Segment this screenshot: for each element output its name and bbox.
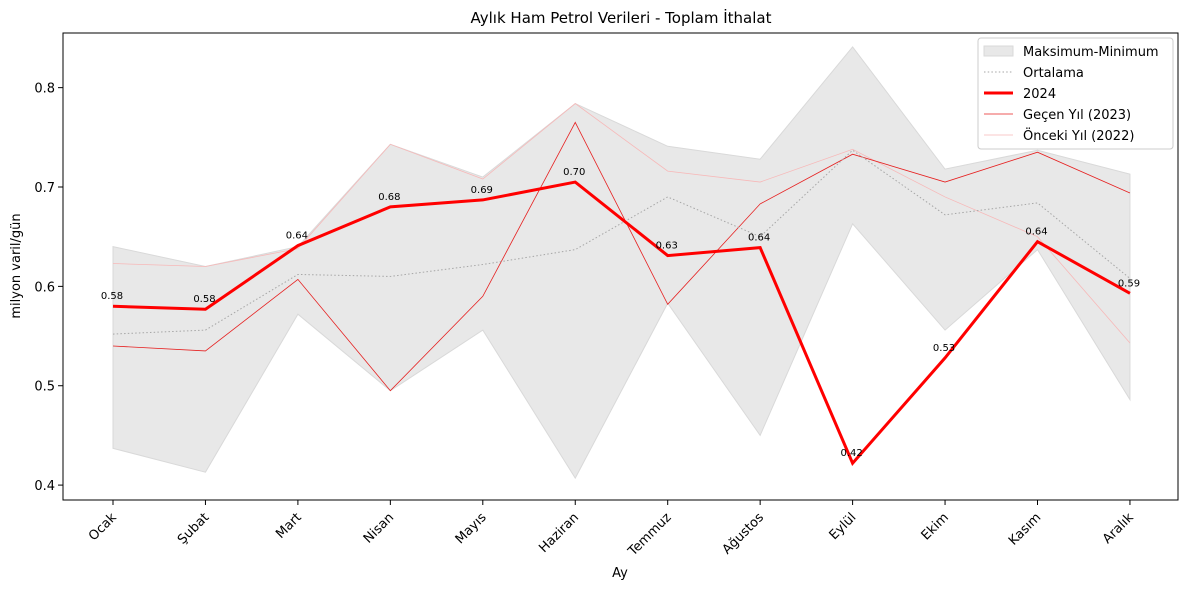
legend-swatch — [983, 45, 1014, 57]
data-label: 0.64 — [748, 233, 770, 244]
series-line-ge-en-y-l-2023 — [112, 121, 1131, 392]
y-tick-label: 0.7 — [34, 181, 55, 196]
x-tick-label: Aralık — [1100, 510, 1137, 547]
x-tick-label: Ocak — [86, 510, 120, 544]
x-axis-label: Ay — [612, 566, 628, 581]
data-label: 0.64 — [1025, 227, 1047, 238]
plot-frame — [62, 32, 1179, 501]
legend-label: Önceki Yıl (2022) — [1023, 127, 1134, 144]
y-tick-label: 0.6 — [34, 280, 55, 295]
data-label: 0.53 — [933, 343, 955, 354]
chart-title: Aylık Ham Petrol Verileri - Toplam İthal… — [471, 8, 772, 27]
x-tick-label: Ağustos — [720, 510, 768, 558]
legend-box — [977, 37, 1174, 150]
max-min-band-layer — [112, 46, 1131, 480]
data-label-layer: 0.58 0.58 0.64 0.68 0.69 0.70 0.63 0.64 0.42 0.53… — [101, 167, 1140, 459]
legend-label: Ortalama — [1023, 66, 1084, 81]
x-tick-label: Mayıs — [453, 510, 490, 547]
data-label: 0.58 — [193, 294, 215, 305]
x-tick-label: Eylül — [827, 510, 860, 543]
data-label: 0.58 — [101, 291, 123, 302]
x-tick-label: Temmuz — [625, 510, 675, 560]
y-tick-label: 0.4 — [34, 479, 55, 494]
x-tick-label: Haziran — [536, 510, 582, 556]
legend-entry-nceki-y-l-2022: Önceki Yıl (2022) — [984, 127, 1134, 144]
data-label: 0.70 — [563, 167, 585, 178]
x-tick-label: Kasım — [1006, 510, 1044, 548]
legend-label: Maksimum-Minimum — [1023, 45, 1159, 60]
y-axis-label: milyon varil/gün — [9, 213, 24, 318]
x-tick-label: Nisan — [361, 510, 397, 546]
x-tick-label: Ekim — [919, 510, 952, 543]
series-layer — [112, 103, 1131, 467]
legend-entry-maksimum-minimum: Maksimum-Minimum — [983, 45, 1159, 60]
series-line-2024 — [112, 180, 1131, 467]
series-line-nceki-y-l-2022 — [112, 103, 1131, 344]
legend-label: 2024 — [1023, 87, 1056, 102]
legend: Maksimum-Minimum Ortalama 2024 Geçen Yıl (2… — [977, 37, 1174, 150]
data-label: 0.42 — [840, 448, 862, 459]
data-label: 0.59 — [1118, 278, 1140, 289]
y-axis-ticks: 0.4 0.5 0.6 0.7 0.8 — [34, 82, 63, 494]
y-tick-label: 0.8 — [34, 82, 55, 97]
data-label: 0.64 — [286, 231, 308, 242]
data-label: 0.69 — [471, 185, 493, 196]
legend-entry-ge-en-y-l-2023: Geçen Yıl (2023) — [984, 108, 1131, 123]
y-tick-label: 0.5 — [34, 380, 55, 395]
x-tick-label: Şubat — [175, 510, 212, 547]
data-label: 0.63 — [656, 241, 678, 252]
legend-entry-2024: 2024 — [984, 87, 1056, 102]
max-min-band — [112, 46, 1131, 480]
legend-entry-ortalama: Ortalama — [984, 66, 1084, 81]
series-line-ortalama — [112, 149, 1131, 335]
x-axis-ticks: Ocak Şubat Mart Nisan Mayıs Haziran Temmuz Ağus… — [86, 500, 1137, 560]
data-label: 0.68 — [378, 192, 400, 203]
legend-label: Geçen Yıl (2023) — [1023, 108, 1131, 123]
x-tick-label: Mart — [273, 510, 305, 542]
